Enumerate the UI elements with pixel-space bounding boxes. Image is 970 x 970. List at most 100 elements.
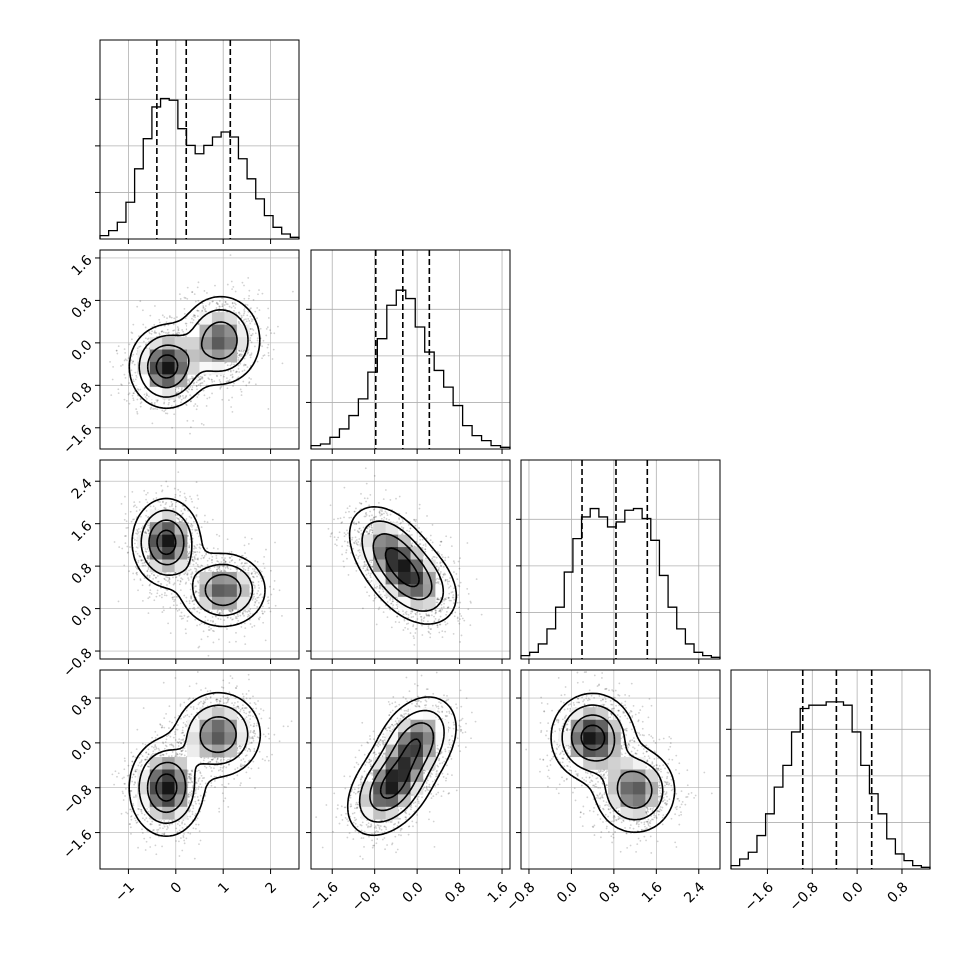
scatter-point bbox=[192, 419, 195, 422]
scatter-point bbox=[152, 574, 155, 576]
density-block bbox=[137, 374, 151, 388]
scatter-point bbox=[177, 328, 180, 331]
scatter-point bbox=[200, 622, 203, 625]
histogram-1 bbox=[310, 289, 511, 449]
scatter-point bbox=[193, 381, 196, 384]
scatter-point bbox=[146, 394, 148, 396]
scatter-point bbox=[136, 573, 138, 576]
scatter-point bbox=[228, 379, 231, 381]
scatter-point bbox=[256, 592, 259, 595]
scatter-point bbox=[271, 358, 274, 360]
scatter-point bbox=[346, 557, 348, 560]
scatter-point bbox=[173, 595, 176, 598]
scatter-point bbox=[183, 308, 186, 310]
scatter-point bbox=[192, 520, 195, 523]
scatter-point bbox=[146, 501, 149, 504]
scatter-point bbox=[191, 291, 194, 293]
scatter-point bbox=[178, 583, 181, 586]
scatter-point bbox=[238, 371, 241, 373]
scatter-point bbox=[265, 328, 268, 330]
scatter-point bbox=[242, 380, 245, 383]
scatter-point bbox=[350, 516, 353, 519]
scatter-point bbox=[256, 339, 259, 342]
scatter-point bbox=[148, 331, 151, 333]
scatter-point bbox=[233, 382, 235, 385]
scatter-point bbox=[196, 507, 199, 510]
scatter-point bbox=[221, 305, 224, 307]
scatter-point bbox=[206, 563, 209, 566]
scatter-point bbox=[179, 615, 181, 618]
scatter-point bbox=[186, 573, 189, 576]
scatter-point bbox=[215, 615, 217, 618]
scatter-point bbox=[126, 359, 128, 362]
scatter-point bbox=[155, 595, 158, 598]
scatter-point bbox=[138, 554, 141, 557]
scatter-point bbox=[185, 497, 188, 500]
scatter-point bbox=[120, 383, 122, 386]
scatter-point bbox=[188, 379, 191, 382]
scatter-point bbox=[125, 527, 128, 529]
scatter-point bbox=[469, 624, 472, 627]
scatter-point bbox=[161, 330, 164, 333]
scatter-point bbox=[188, 550, 191, 553]
scatter-point bbox=[179, 579, 182, 582]
scatter-point bbox=[398, 495, 401, 498]
scatter-point bbox=[186, 419, 189, 422]
scatter-point bbox=[184, 396, 187, 399]
scatter-point bbox=[250, 352, 253, 355]
scatter-point bbox=[163, 609, 165, 612]
scatter-point bbox=[421, 624, 423, 627]
scatter-point bbox=[218, 300, 221, 302]
scatter-point bbox=[185, 600, 188, 603]
scatter-point bbox=[185, 596, 188, 599]
scatter-point bbox=[154, 407, 156, 410]
scatter-point bbox=[221, 556, 223, 559]
scatter-point bbox=[188, 381, 191, 384]
scatter-point bbox=[239, 614, 242, 617]
scatter-point bbox=[154, 305, 156, 307]
scatter-point bbox=[136, 412, 139, 415]
scatter-point bbox=[129, 546, 131, 548]
scatter-point bbox=[199, 547, 202, 550]
scatter-point bbox=[199, 566, 202, 569]
scatter-point bbox=[243, 310, 246, 313]
scatter-point bbox=[174, 493, 177, 496]
scatter-point bbox=[222, 565, 225, 568]
scatter-point bbox=[195, 547, 197, 550]
scatter-point bbox=[348, 510, 350, 513]
scatter-point bbox=[228, 561, 231, 564]
scatter-point bbox=[441, 636, 444, 639]
scatter-point bbox=[187, 382, 190, 385]
scatter-point bbox=[149, 408, 152, 410]
scatter-point bbox=[186, 620, 189, 622]
scatter-point bbox=[203, 520, 206, 523]
scatter-point bbox=[124, 376, 127, 379]
scatter-point bbox=[197, 606, 199, 609]
scatter-point bbox=[124, 495, 126, 498]
scatter-point bbox=[245, 318, 247, 320]
scatter-point bbox=[250, 378, 252, 380]
density-block bbox=[224, 349, 238, 363]
scatter-point bbox=[204, 305, 207, 307]
scatter-point bbox=[226, 283, 229, 286]
scatter-point bbox=[201, 376, 204, 379]
scatter-point bbox=[181, 329, 184, 331]
scatter-point bbox=[188, 388, 190, 391]
scatter-point bbox=[184, 297, 187, 299]
scatter-point bbox=[241, 613, 244, 616]
scatter-point bbox=[136, 305, 139, 308]
scatter-point bbox=[230, 555, 233, 558]
scatter-point bbox=[191, 572, 194, 575]
scatter-point bbox=[254, 560, 257, 562]
scatter-point bbox=[200, 422, 203, 425]
scatter-point bbox=[211, 561, 213, 564]
scatter-point bbox=[117, 345, 120, 348]
scatter-point bbox=[369, 574, 372, 577]
scatter-point bbox=[195, 408, 198, 411]
scatter-point bbox=[238, 311, 241, 314]
scatter-point bbox=[157, 580, 159, 583]
scatter-point bbox=[238, 354, 241, 357]
scatter-point bbox=[189, 426, 192, 429]
scatter-point bbox=[128, 570, 131, 573]
scatter-point bbox=[195, 384, 198, 387]
